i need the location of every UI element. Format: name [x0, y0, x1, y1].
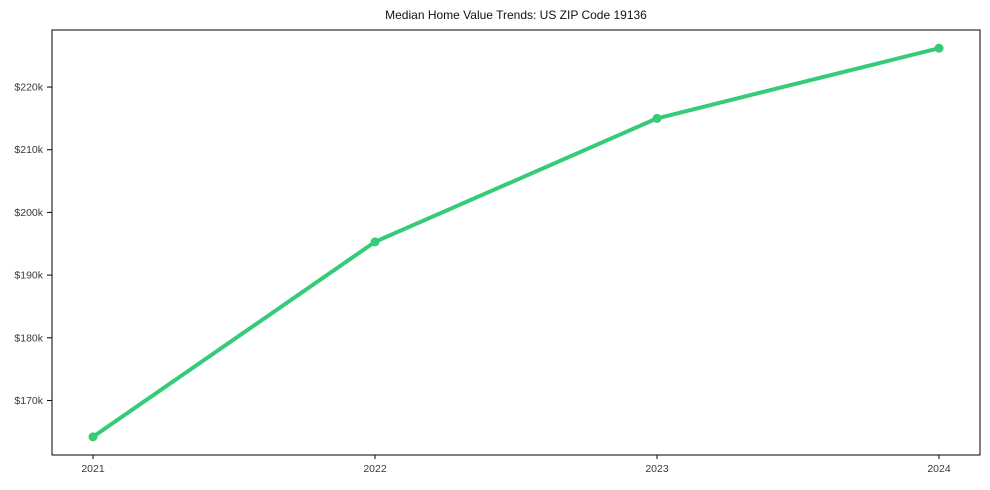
y-tick-label: $190k [14, 270, 43, 282]
series-line [91, 46, 941, 439]
x-tick-label: 2022 [363, 463, 387, 475]
data-point-marker [88, 432, 98, 442]
y-tick-label: $200k [14, 207, 43, 219]
x-tick-label: 2023 [645, 463, 669, 475]
y-tick-label: $180k [14, 332, 43, 344]
y-tick-label: $220k [14, 82, 43, 94]
data-point-marker [934, 43, 944, 53]
data-point-marker [652, 113, 662, 123]
y-tick-label: $170k [14, 395, 43, 407]
y-axis: $170k $180k $190k $200k $210k $220k [14, 82, 52, 407]
x-axis: 2021 2022 2023 2024 [81, 455, 951, 475]
x-tick-label: 2021 [81, 463, 105, 475]
y-tick-label: $210k [14, 144, 43, 156]
plot-border [51, 29, 981, 456]
chart-title: Median Home Value Trends: US ZIP Code 19… [385, 8, 647, 22]
series-median-home-value [88, 43, 944, 442]
data-point-marker [370, 237, 380, 247]
x-tick-label: 2024 [927, 463, 951, 475]
